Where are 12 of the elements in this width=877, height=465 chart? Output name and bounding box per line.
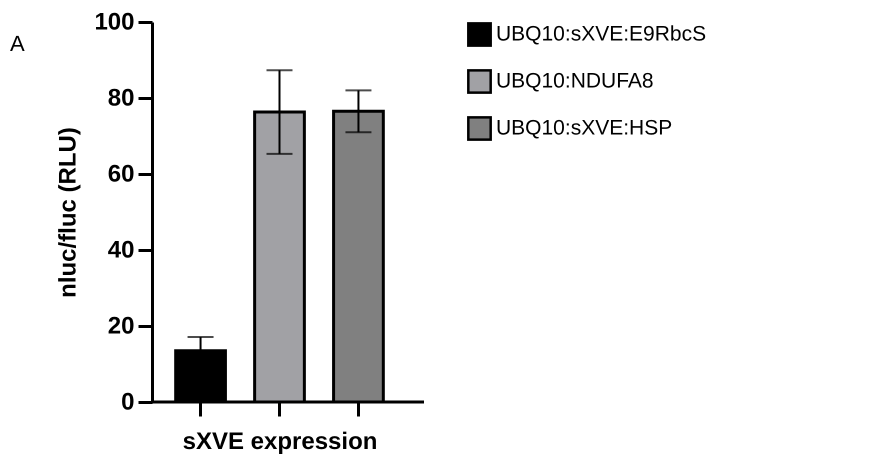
y-tick-label: 100: [94, 8, 134, 36]
y-tick-label: 0: [121, 388, 134, 416]
y-tick-label: 40: [108, 236, 134, 264]
y-tick-label: 20: [108, 312, 134, 340]
legend-label: UBQ10:sXVE:HSP: [496, 116, 672, 140]
y-axis-title: nluc/fluc (RLU): [54, 127, 82, 298]
y-tick-label: 80: [108, 84, 134, 112]
x-axis-title: sXVE expression: [182, 428, 378, 455]
text: A: [10, 31, 25, 56]
legend-label: UBQ10:NDUFA8: [496, 70, 654, 92]
y-tick-label: 60: [108, 160, 134, 188]
legend-label: UBQ10:sXVE:E9RbcS: [496, 22, 706, 46]
